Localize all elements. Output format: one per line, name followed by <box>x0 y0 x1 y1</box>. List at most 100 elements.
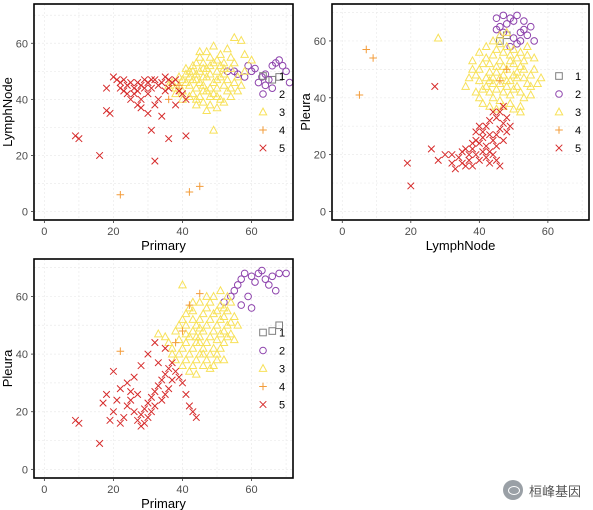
data-point-series-2 <box>254 78 263 87</box>
data-point-series-5 <box>151 402 159 410</box>
legend-key-4 <box>259 126 267 134</box>
legend-label-5: 5 <box>279 400 285 412</box>
data-point-series-5 <box>431 82 439 91</box>
data-point-series-3 <box>198 57 208 67</box>
data-point-series-3 <box>215 300 226 309</box>
y-tick-label: 20 <box>16 407 28 419</box>
data-point-series-3 <box>177 279 188 289</box>
data-point-series-3 <box>188 326 198 335</box>
data-point-series-3 <box>495 30 505 39</box>
legend-label-4: 4 <box>279 382 285 394</box>
data-point-series-3 <box>191 331 201 341</box>
data-point-series-3 <box>215 71 226 81</box>
data-point-series-3 <box>181 320 191 329</box>
data-point-series-3 <box>229 334 239 344</box>
y-tick-label: 20 <box>314 150 326 162</box>
data-point-series-2 <box>261 70 270 78</box>
data-point-series-5 <box>147 393 156 401</box>
data-point-series-3 <box>471 87 481 96</box>
data-point-series-3 <box>464 72 474 82</box>
data-point-series-4 <box>355 91 364 99</box>
data-point-series-3 <box>212 334 222 344</box>
data-point-series-3 <box>153 328 163 338</box>
data-point-series-3 <box>202 303 212 312</box>
data-point-series-3 <box>181 77 191 86</box>
x-tick-label: 20 <box>107 484 119 496</box>
data-point-series-2 <box>282 67 290 76</box>
data-point-series-5 <box>448 159 456 167</box>
data-point-series-5 <box>161 370 169 378</box>
x-tick-label: 60 <box>245 226 257 238</box>
data-point-series-3 <box>467 55 478 65</box>
legend-label-4: 4 <box>575 125 581 137</box>
data-point-series-5 <box>99 399 107 407</box>
data-point-series-3 <box>181 69 191 78</box>
data-point-series-3 <box>209 57 219 67</box>
y-tick-label: 0 <box>22 207 28 219</box>
data-point-series-5 <box>465 150 473 159</box>
data-point-series-2 <box>261 275 270 283</box>
data-point-series-3 <box>205 331 215 341</box>
legend-key-5 <box>259 400 267 409</box>
data-point-series-3 <box>188 360 198 370</box>
data-point-series-3 <box>226 297 236 306</box>
data-point-series-5 <box>113 396 121 404</box>
data-point-series-3 <box>215 49 226 58</box>
data-point-series-3 <box>198 86 208 95</box>
data-point-series-5 <box>130 90 138 98</box>
data-point-series-5 <box>448 150 456 159</box>
x-tick-label: 20 <box>405 226 417 238</box>
data-point-series-3 <box>502 27 512 36</box>
data-point-series-2 <box>258 266 266 275</box>
legend-label-2: 2 <box>279 89 285 101</box>
legend-key-1 <box>259 72 267 80</box>
data-point-series-2 <box>285 78 294 87</box>
data-point-series-4 <box>362 45 371 54</box>
data-point-series-3 <box>226 52 236 61</box>
data-point-series-3 <box>177 74 188 84</box>
data-point-series-3 <box>191 100 201 109</box>
data-point-series-5 <box>165 385 173 393</box>
data-point-series-5 <box>133 390 142 399</box>
data-point-series-2 <box>520 25 528 34</box>
data-point-series-3 <box>522 50 532 59</box>
data-point-series-2 <box>230 286 239 295</box>
data-point-series-2 <box>233 281 242 289</box>
data-point-series-3 <box>205 314 215 323</box>
data-point-series-3 <box>505 50 515 59</box>
data-point-series-5 <box>102 390 111 399</box>
data-point-series-3 <box>509 44 519 53</box>
data-point-series-5 <box>120 87 128 95</box>
data-point-series-3 <box>495 55 505 65</box>
data-point-series-5 <box>158 78 166 87</box>
data-point-series-5 <box>144 399 152 407</box>
data-point-series-3 <box>209 308 219 318</box>
data-point-series-3 <box>205 100 215 109</box>
y-tick-label: 60 <box>16 38 28 50</box>
data-point-series-5 <box>75 134 83 143</box>
data-point-series-3 <box>522 41 532 51</box>
data-point-series-3 <box>226 328 236 338</box>
data-point-series-5 <box>123 379 131 387</box>
data-point-series-3 <box>491 67 502 76</box>
data-point-series-5 <box>109 367 118 376</box>
data-point-series-3 <box>191 354 201 364</box>
data-point-series-5 <box>178 90 187 98</box>
data-point-series-3 <box>191 57 201 67</box>
data-point-series-3 <box>212 305 222 315</box>
data-point-series-3 <box>205 83 215 92</box>
data-point-series-5 <box>482 142 490 150</box>
data-point-series-3 <box>229 311 239 321</box>
data-point-series-5 <box>158 396 166 404</box>
data-point-series-3 <box>485 101 495 110</box>
data-point-series-2 <box>268 272 277 281</box>
data-point-series-3 <box>174 71 184 81</box>
data-point-series-2 <box>282 269 290 278</box>
data-point-series-5 <box>485 131 494 139</box>
data-point-series-5 <box>127 387 135 396</box>
data-point-series-2 <box>240 269 249 278</box>
data-point-series-2 <box>237 301 245 309</box>
legend: 1 2 3 4 5 <box>258 328 285 412</box>
data-point-series-3 <box>184 331 194 341</box>
data-point-series-3 <box>467 64 478 73</box>
